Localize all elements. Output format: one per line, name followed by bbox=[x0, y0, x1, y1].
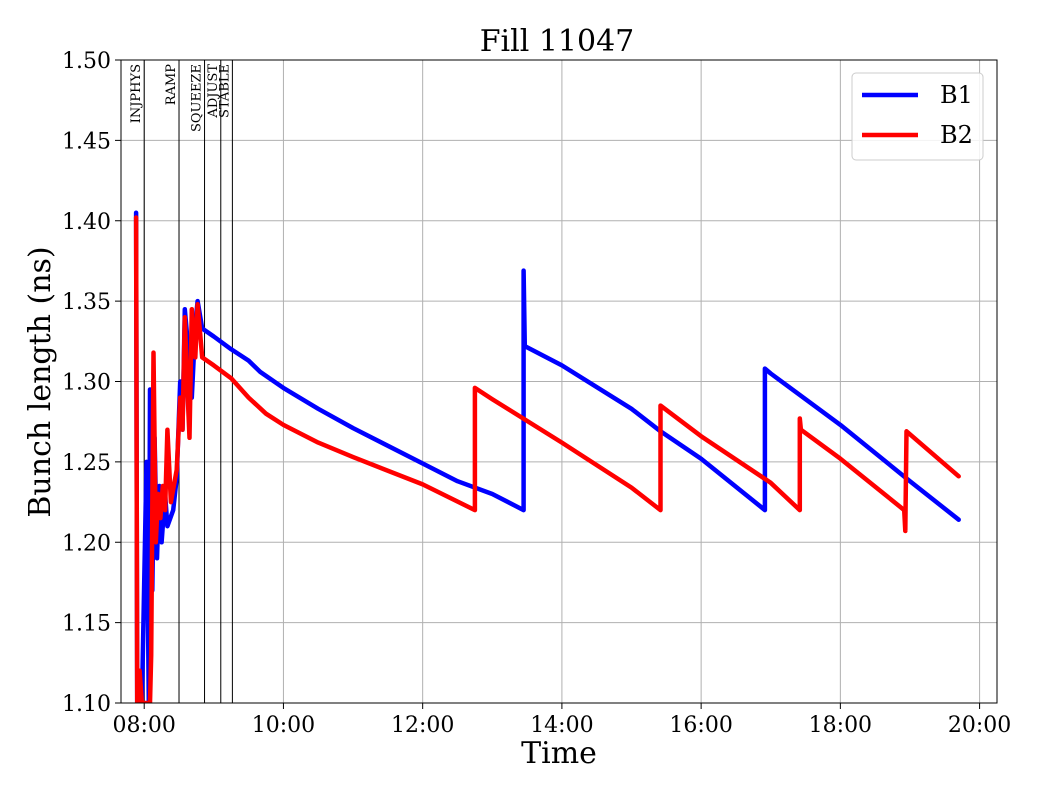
x-tick-label: 18:00 bbox=[809, 713, 872, 738]
y-tick-label: 1.10 bbox=[62, 692, 111, 717]
y-axis-title: Bunch length (ns) bbox=[23, 246, 58, 517]
y-tick-label: 1.45 bbox=[62, 129, 111, 154]
x-tick-label: 16:00 bbox=[669, 713, 732, 738]
y-tick-label: 1.15 bbox=[62, 612, 111, 637]
phase-label: RAMP bbox=[164, 64, 179, 105]
legend-label-b2: B2 bbox=[940, 121, 973, 149]
series-line-b1 bbox=[133, 210, 961, 703]
legend-label-b1: B1 bbox=[940, 81, 973, 109]
phase-label: SQUEEZE bbox=[190, 64, 205, 132]
y-tick-label: 1.20 bbox=[62, 531, 111, 556]
y-tick-label: 1.40 bbox=[62, 210, 111, 235]
x-tick-label: 20:00 bbox=[948, 713, 1011, 738]
x-tick-label: 14:00 bbox=[530, 713, 593, 738]
x-tick-label: 10:00 bbox=[252, 713, 315, 738]
chart-title: Fill 11047 bbox=[480, 24, 635, 59]
series-lines bbox=[133, 210, 961, 703]
y-tick-label: 1.50 bbox=[62, 49, 111, 74]
phase-label: ADJUST bbox=[206, 64, 221, 119]
grid bbox=[121, 59, 997, 704]
phase-label: INJPHYS bbox=[129, 64, 144, 123]
x-tick-label: 12:00 bbox=[391, 713, 454, 738]
y-tick-label: 1.25 bbox=[62, 451, 111, 476]
phase-label: STABLE bbox=[217, 64, 232, 118]
y-ticks: 1.10 1.15 1.20 1.25 1.30 1.35 1.40 1.45 1.50 bbox=[62, 49, 121, 717]
series-line-b2 bbox=[133, 215, 961, 703]
x-tick-label: 08:00 bbox=[113, 713, 176, 738]
x-ticks: 08:00 10:00 12:00 14:00 16:00 18:00 20:00 bbox=[113, 703, 1011, 738]
x-axis-title: Time bbox=[521, 736, 597, 771]
y-tick-label: 1.35 bbox=[62, 290, 111, 315]
y-tick-label: 1.30 bbox=[62, 371, 111, 396]
